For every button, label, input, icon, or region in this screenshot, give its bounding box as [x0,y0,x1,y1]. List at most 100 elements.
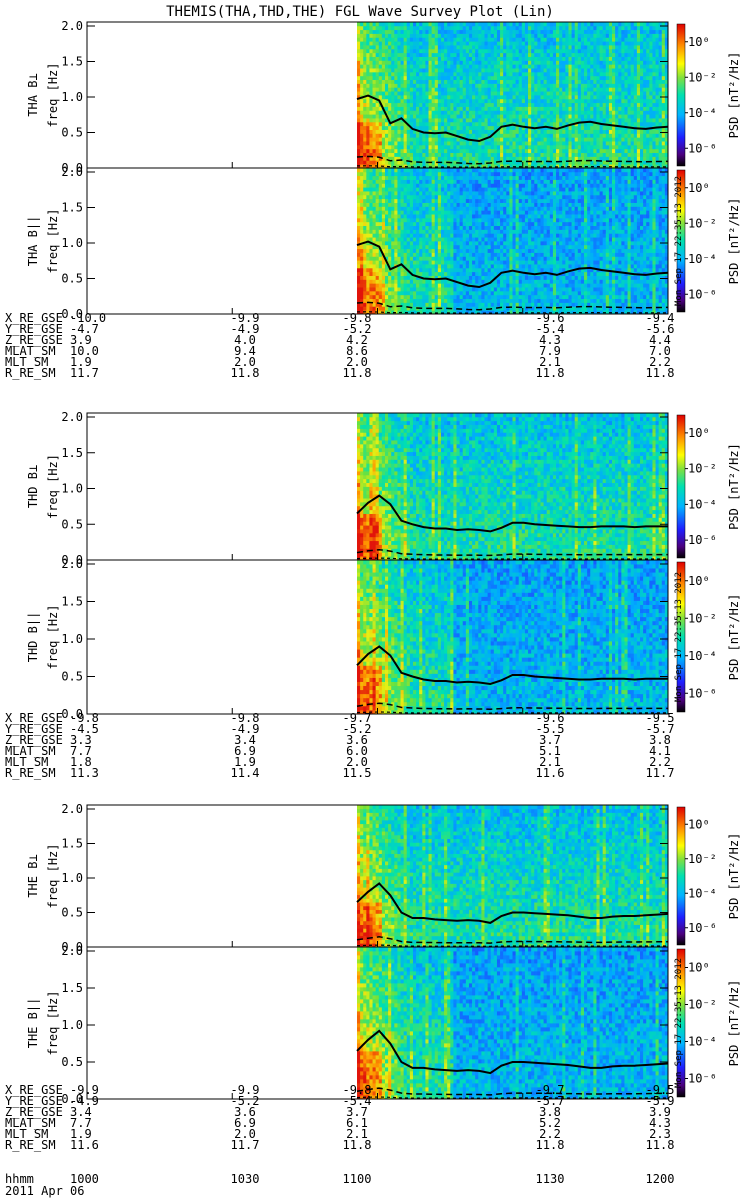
heat-cell [528,149,532,153]
heat-cell [429,41,433,45]
heat-cell [612,37,616,41]
heat-cell [485,80,489,84]
heat-cell [438,99,442,103]
heat-cell [422,149,426,153]
heat-cell [422,145,426,149]
heat-cell [488,30,492,34]
heat-cell [559,60,563,64]
heat-cell [646,49,650,53]
heat-cell [609,95,613,99]
heat-cell [382,299,386,303]
heat-cell [379,195,383,199]
heat-cell [516,64,520,68]
heat-cell [360,283,364,287]
heat-cell [394,195,398,199]
heat-cell [621,80,625,84]
heat-cell [438,34,442,38]
heat-cell [553,60,557,64]
heat-cell [360,176,364,180]
heat-cell [565,76,569,80]
heat-cell [435,153,439,157]
heat-cell [509,91,513,95]
heat-cell [472,87,476,91]
heat-cell [525,60,529,64]
heat-cell [522,95,526,99]
heat-cell [593,49,597,53]
heat-cell [410,57,414,61]
heat-cell [593,87,597,91]
heat-cell [469,145,473,149]
heat-cell [534,83,538,87]
heat-cell [435,41,439,45]
heat-cell [559,149,563,153]
heat-cell [547,34,551,38]
heat-cell [575,80,579,84]
heat-cell [525,80,529,84]
heat-cell [572,103,576,107]
heat-cell [369,49,373,53]
heat-cell [363,264,367,268]
heat-cell [587,41,591,45]
heat-cell [391,226,395,230]
heat-cell [491,80,495,84]
heat-cell [441,145,445,149]
heat-cell [478,72,482,76]
heat-cell [404,153,408,157]
heat-cell [472,22,476,26]
heat-cell [540,99,544,103]
heat-cell [373,229,377,233]
heat-cell [634,22,638,26]
heat-cell [572,83,576,87]
heat-cell [662,149,666,153]
heat-cell [568,68,572,72]
heat-cell [568,118,572,122]
heat-cell [407,103,411,107]
heat-cell [500,110,504,114]
heat-cell [441,30,445,34]
heat-cell [587,91,591,95]
heat-cell [500,72,504,76]
heat-cell [497,80,501,84]
heat-cell [503,87,507,91]
heat-cell [373,68,377,72]
heat-cell [450,26,454,30]
heat-cell [475,103,479,107]
heat-cell [519,137,523,141]
heat-cell [394,291,398,295]
heat-cell [659,68,663,72]
heat-cell [519,130,523,134]
heat-cell [578,60,582,64]
heat-cell [394,283,398,287]
heat-cell [634,72,638,76]
heat-cell [631,107,635,111]
heat-cell [376,206,380,210]
heat-cell [481,141,485,145]
heat-cell [373,272,377,276]
heat-cell [519,72,523,76]
heat-cell [513,76,517,80]
heat-cell [447,64,451,68]
heat-cell [506,118,510,122]
heat-cell [634,83,638,87]
heat-cell [404,30,408,34]
heat-cell [385,26,389,30]
heat-cell [525,99,529,103]
heat-cell [662,99,666,103]
heat-cell [646,22,650,26]
heat-cell [407,60,411,64]
heat-cell [522,114,526,118]
heat-cell [503,145,507,149]
heat-cell [435,156,439,160]
heat-cell [528,45,532,49]
heat-cell [652,57,656,61]
heat-cell [578,153,582,157]
heat-cell [376,187,380,191]
heat-cell [593,133,597,137]
heat-cell [460,30,464,34]
heat-cell [606,137,610,141]
heat-cell [593,126,597,130]
heat-cell [587,60,591,64]
heat-cell [509,103,513,107]
heat-cell [575,34,579,38]
heat-cell [388,237,392,241]
